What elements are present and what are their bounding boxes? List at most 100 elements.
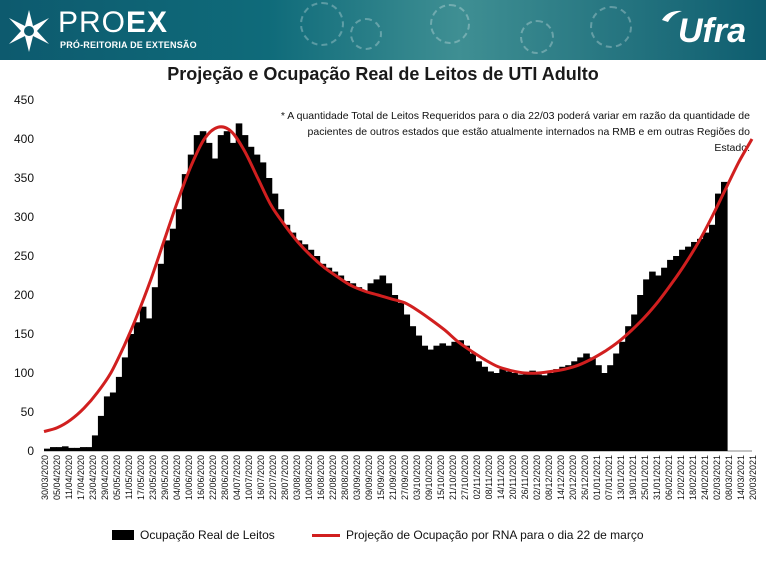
y-tick-label: 400 [14, 132, 34, 146]
y-tick-label: 300 [14, 210, 34, 224]
x-tick-label: 02/12/2020 [532, 455, 542, 500]
occupancy-bar [499, 369, 506, 451]
occupancy-bar [97, 415, 105, 451]
ufra-logo: Ufra [677, 12, 746, 50]
occupancy-bar [703, 232, 710, 451]
occupancy-bar [631, 314, 638, 451]
chart-note: * A quantidade Total de Leitos Requerido… [270, 108, 750, 156]
occupancy-bar [217, 135, 225, 451]
virus-decoration [430, 4, 470, 44]
occupancy-bar [121, 357, 129, 451]
occupancy-bar [547, 373, 554, 451]
occupancy-bar [295, 240, 303, 451]
occupancy-bar [271, 193, 279, 451]
x-tick-label: 04/07/2020 [232, 455, 242, 500]
x-tick-label: 29/04/2020 [100, 455, 110, 500]
x-tick-label: 20/11/2020 [508, 455, 518, 499]
occupancy-bar [205, 142, 213, 451]
occupancy-bar [559, 366, 566, 451]
occupancy-bar [427, 349, 435, 451]
occupancy-bar [79, 447, 87, 451]
legend-item-bars: Ocupação Real de Leitos [112, 528, 275, 542]
occupancy-bar [103, 396, 111, 451]
x-tick-label: 08/11/2020 [484, 455, 494, 499]
occupancy-bar [613, 353, 620, 451]
x-tick-label: 16/06/2020 [196, 455, 206, 500]
legend-bar-swatch [112, 530, 134, 540]
occupancy-bar [487, 371, 494, 451]
occupancy-bar [493, 373, 500, 451]
occupancy-bar [385, 283, 393, 451]
occupancy-bar [259, 162, 267, 451]
x-tick-label: 19/01/2021 [628, 455, 638, 500]
y-tick-label: 200 [14, 288, 34, 302]
x-tick-label: 03/09/2020 [352, 455, 362, 500]
occupancy-bar [715, 193, 722, 451]
occupancy-bar [331, 271, 339, 451]
virus-decoration [300, 2, 344, 46]
occupancy-bar [541, 375, 548, 451]
proex-star-icon [9, 10, 49, 52]
occupancy-bar [343, 280, 351, 451]
legend-item-line: Projeção de Ocupação por RNA para o dia … [312, 528, 644, 542]
x-tick-label: 18/02/2021 [688, 455, 698, 500]
occupancy-bar [583, 353, 590, 451]
occupancy-bar [433, 345, 441, 451]
y-tick-label: 50 [21, 405, 35, 419]
y-tick-label: 100 [14, 366, 34, 380]
x-tick-label: 30/03/2020 [40, 455, 50, 500]
x-tick-label: 10/08/2020 [304, 455, 314, 500]
x-tick-label: 07/01/2021 [604, 455, 614, 500]
occupancy-bar [457, 340, 464, 451]
legend: Ocupação Real de Leitos Projeção de Ocup… [0, 526, 766, 546]
occupancy-bar [481, 366, 488, 451]
occupancy-bar [199, 131, 207, 451]
occupancy-bar [223, 131, 231, 451]
y-tick-label: 0 [27, 444, 34, 458]
x-tick-label: 28/08/2020 [340, 455, 350, 500]
occupancy-bar [301, 244, 309, 451]
x-tick-label: 23/04/2020 [88, 455, 98, 500]
occupancy-bar [463, 345, 470, 451]
x-tick-label: 26/11/2020 [520, 455, 530, 499]
occupancy-bar [511, 373, 518, 451]
virus-decoration [350, 18, 382, 50]
x-tick-label: 31/01/2021 [652, 455, 662, 500]
occupancy-bar [175, 209, 183, 451]
occupancy-bar [403, 314, 411, 451]
occupancy-bar [691, 241, 698, 451]
occupancy-bar [55, 447, 63, 451]
x-tick-label: 17/04/2020 [76, 455, 86, 500]
occupancy-bar [163, 240, 171, 451]
x-tick-label: 03/10/2020 [412, 455, 422, 500]
proex-subtitle: PRÓ-REITORIA DE EXTENSÃO [60, 40, 197, 50]
x-tick-label: 14/11/2020 [496, 455, 506, 499]
proex-title-light: PRO [58, 6, 127, 39]
virus-decoration [520, 20, 554, 54]
x-tick-label: 21/10/2020 [448, 455, 458, 500]
x-tick-label: 13/01/2021 [616, 455, 626, 500]
x-tick-label: 15/10/2020 [436, 455, 446, 500]
occupancy-bar [139, 306, 147, 451]
proex-title: PROEX [58, 6, 168, 40]
occupancy-bar [73, 447, 81, 451]
x-tick-label: 09/10/2020 [424, 455, 434, 500]
occupancy-bar [355, 287, 363, 451]
x-tick-label: 04/06/2020 [172, 455, 182, 500]
virus-decoration [590, 6, 632, 48]
occupancy-bar [667, 259, 674, 451]
x-tick-label: 06/02/2021 [664, 455, 674, 500]
occupancy-bar [151, 287, 159, 451]
occupancy-bar [349, 283, 357, 451]
x-tick-label: 28/07/2020 [280, 455, 290, 500]
x-tick-label: 14/12/2020 [556, 455, 566, 500]
x-tick-label: 11/04/2020 [64, 455, 74, 499]
occupancy-bar [595, 365, 602, 451]
occupancy-bar [445, 345, 452, 451]
occupancy-bar [181, 174, 189, 451]
x-tick-label: 03/08/2020 [292, 455, 302, 500]
occupancy-bar [133, 322, 141, 451]
occupancy-bar [577, 357, 584, 451]
y-tick-label: 150 [14, 327, 34, 341]
occupancy-bar [571, 361, 578, 451]
